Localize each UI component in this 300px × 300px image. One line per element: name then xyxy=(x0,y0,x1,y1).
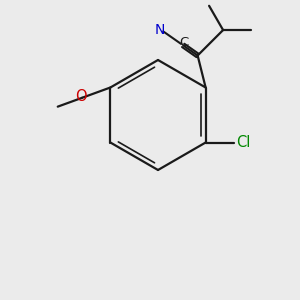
Text: N: N xyxy=(155,23,165,38)
Text: O: O xyxy=(75,89,87,104)
Text: Cl: Cl xyxy=(236,135,251,150)
Text: C: C xyxy=(179,36,189,50)
